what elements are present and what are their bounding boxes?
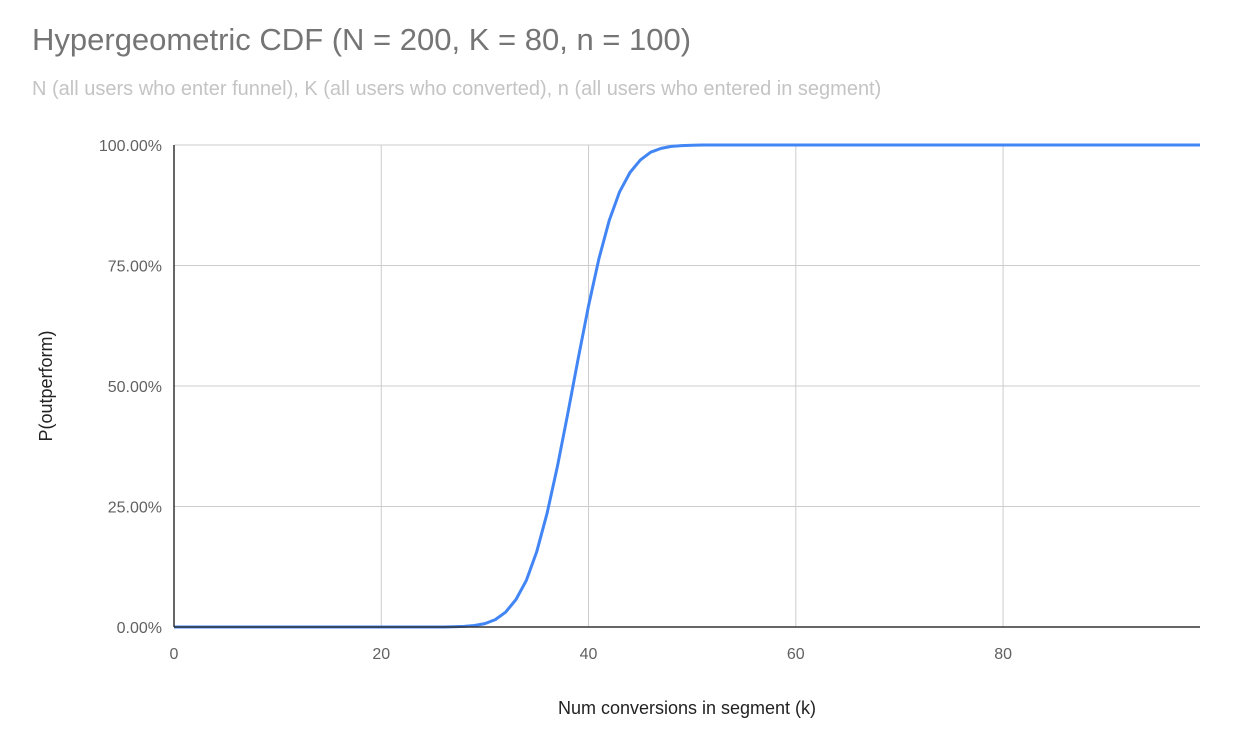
y-tick-label: 100.00% [99,138,162,155]
chart-title: Hypergeometric CDF (N = 200, K = 80, n =… [32,22,692,57]
y-tick-label: 25.00% [108,500,162,517]
x-tick-label: 0 [170,646,179,663]
y-tick-label: 50.00% [108,379,162,396]
x-tick-label: 40 [580,646,598,663]
y-axis-label: P(outperform) [36,330,56,441]
y-tick-label: 75.00% [108,259,162,276]
x-tick-label: 60 [787,646,805,663]
x-tick-label: 80 [994,646,1012,663]
y-tick-label: 0.00% [117,620,162,637]
x-axis-label: Num conversions in segment (k) [558,698,816,718]
x-tick-label: 20 [372,646,390,663]
chart-subtitle: N (all users who enter funnel), K (all u… [32,78,882,100]
